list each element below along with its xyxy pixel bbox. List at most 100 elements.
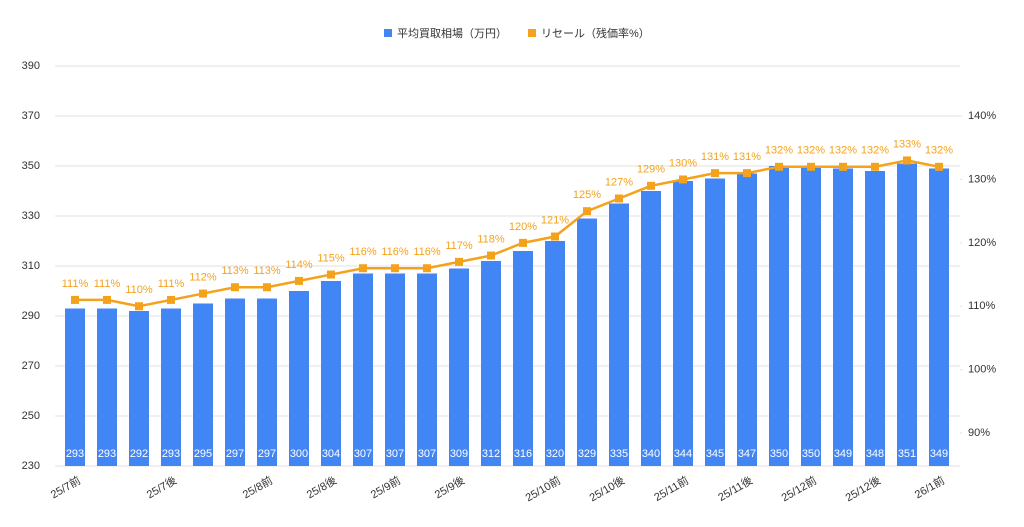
y2-tick-label: 120%: [968, 237, 996, 249]
y-tick-label: 270: [22, 360, 40, 372]
line-marker: [231, 283, 239, 292]
line-marker: [551, 232, 559, 241]
line-marker: [519, 238, 527, 247]
bar: [513, 251, 533, 466]
bar-value-label: 297: [226, 448, 244, 460]
line-marker: [327, 270, 335, 279]
line-value-label: 132%: [765, 145, 793, 157]
bar-value-label: 297: [258, 448, 276, 460]
bar-value-label: 340: [642, 448, 660, 460]
line-marker: [871, 162, 879, 171]
line-marker: [103, 295, 111, 304]
line-marker: [711, 169, 719, 178]
x-tick-label: 25/12後: [843, 473, 883, 504]
bar-value-label: 348: [866, 448, 884, 460]
bar-value-label: 350: [770, 448, 788, 460]
line-value-label: 133%: [893, 138, 921, 150]
line-marker: [647, 181, 655, 190]
x-tick-label: 25/7後: [144, 473, 179, 501]
bar: [289, 291, 309, 466]
bar: [353, 273, 373, 466]
line-value-label: 121%: [541, 214, 569, 226]
line-marker: [167, 295, 175, 304]
line-value-label: 112%: [189, 271, 217, 283]
x-tick-label: 25/12前: [779, 473, 819, 504]
line: [75, 159, 940, 308]
bar-value-label: 300: [290, 448, 308, 460]
line-value-label: 131%: [733, 151, 761, 163]
bar: [129, 311, 149, 466]
bar: [865, 171, 885, 466]
line-marker: [807, 162, 815, 171]
x-tick-label: 25/10前: [523, 473, 563, 504]
bar: [257, 298, 277, 466]
bar-value-label: 309: [450, 448, 468, 460]
x-tick-label: 25/8前: [240, 473, 275, 501]
y-tick-label: 390: [22, 60, 40, 72]
line-value-label: 118%: [477, 233, 505, 245]
bar-value-label: 347: [738, 448, 756, 460]
bar: [545, 241, 565, 466]
x-tick-label: 25/11前: [651, 473, 691, 504]
line-value-label: 116%: [349, 246, 377, 258]
legend-swatch: [384, 29, 392, 37]
bar-value-label: 345: [706, 448, 724, 460]
bar: [97, 308, 117, 466]
line-value-label: 111%: [158, 278, 185, 290]
bar-value-label: 320: [546, 448, 564, 460]
y-tick-label: 230: [22, 460, 40, 472]
line-value-label: 115%: [317, 252, 345, 264]
bar-value-label: 351: [898, 448, 916, 460]
line-value-label: 116%: [413, 246, 441, 258]
line-marker: [71, 295, 79, 304]
x-tick-label: 25/8後: [304, 473, 339, 501]
y-tick-label: 350: [22, 160, 40, 172]
bar: [609, 203, 629, 466]
y-tick-label: 290: [22, 310, 40, 322]
bar: [801, 166, 821, 466]
legend-swatch: [528, 29, 536, 37]
line-value-label: 113%: [221, 265, 249, 277]
bar: [673, 181, 693, 466]
bar-value-label: 350: [802, 448, 820, 460]
line-marker: [295, 276, 303, 285]
x-tick-label: 25/9前: [368, 473, 403, 501]
bar-value-label: 312: [482, 448, 500, 460]
bar-value-label: 293: [98, 448, 116, 460]
bar-value-label: 329: [578, 448, 596, 460]
bar: [641, 191, 661, 466]
line-value-label: 132%: [829, 145, 857, 157]
x-tick-label: 25/11後: [715, 473, 755, 504]
bar-value-label: 316: [514, 448, 532, 460]
bar-value-label: 304: [322, 448, 340, 460]
x-tick-label: 25/9後: [432, 473, 467, 501]
y-tick-label: 250: [22, 410, 40, 422]
line-marker: [487, 251, 495, 260]
line-marker: [903, 156, 911, 165]
bar: [321, 281, 341, 466]
line-value-label: 120%: [509, 221, 537, 233]
bar: [929, 168, 949, 466]
y-tick-label: 370: [22, 110, 40, 122]
bar-value-label: 349: [930, 448, 948, 460]
bar-value-label: 307: [418, 448, 436, 460]
bar: [417, 273, 437, 466]
y2-tick-label: 130%: [968, 173, 996, 185]
line-marker: [423, 264, 431, 273]
bar-value-label: 293: [162, 448, 180, 460]
bar: [161, 308, 181, 466]
bar: [65, 308, 85, 466]
line-marker: [615, 194, 623, 203]
bar: [833, 168, 853, 466]
bar: [385, 273, 405, 466]
line-value-label: 117%: [445, 240, 473, 252]
legend-label: リセール（残価率%）: [541, 26, 650, 40]
line-value-label: 131%: [701, 151, 729, 163]
y2-tick-label: 90%: [968, 427, 990, 439]
line-marker: [775, 162, 783, 171]
line-marker: [583, 207, 591, 216]
bar-value-label: 293: [66, 448, 84, 460]
bar-value-label: 307: [354, 448, 372, 460]
line-value-label: 113%: [253, 265, 281, 277]
line-marker: [839, 162, 847, 171]
